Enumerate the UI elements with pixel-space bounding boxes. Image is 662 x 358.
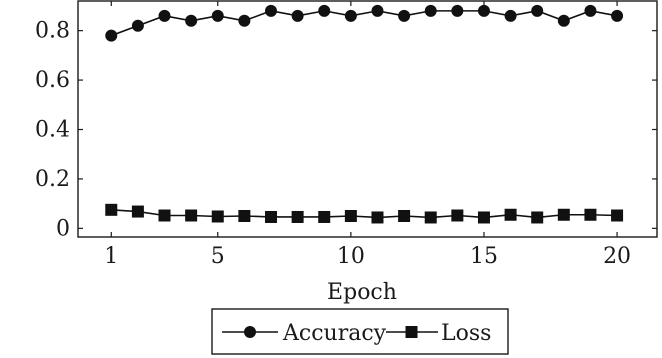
accuracy-point-13 (424, 4, 437, 17)
legend-accuracy-label: Accuracy (282, 321, 387, 346)
accuracy-point-3 (158, 9, 171, 22)
accuracy-point-19 (584, 4, 597, 17)
y-tick-label-3: 0.6 (35, 68, 70, 93)
accuracy-point-1 (105, 29, 118, 42)
loss-point-2 (131, 205, 144, 218)
accuracy-point-7 (265, 4, 277, 17)
loss-point-16 (504, 208, 517, 221)
loss-point-12 (398, 209, 411, 222)
y-tick-label-1: 0.2 (35, 167, 70, 192)
loss-point-6 (238, 209, 251, 222)
loss-point-18 (557, 208, 570, 221)
x-tick-label-1: 1 (104, 244, 118, 269)
accuracy-point-10 (344, 9, 357, 22)
accuracy-point-5 (211, 9, 224, 22)
loss-point-3 (158, 209, 171, 222)
loss-point-13 (424, 211, 437, 224)
data-series (105, 4, 624, 224)
loss-point-8 (291, 210, 304, 223)
x-axis-label: Epoch (327, 280, 397, 305)
accuracy-point-8 (291, 9, 304, 22)
legend-loss-marker (405, 326, 418, 338)
loss-point-14 (451, 209, 464, 222)
accuracy-point-18 (557, 14, 570, 27)
accuracy-point-9 (318, 4, 331, 17)
loss-point-19 (584, 208, 597, 221)
accuracy-point-4 (185, 14, 198, 27)
legend-loss-label: Loss (441, 321, 491, 346)
accuracy-point-6 (238, 14, 251, 27)
plot-frame (77, 0, 658, 238)
accuracy-point-12 (398, 9, 411, 22)
loss-point-17 (531, 211, 544, 224)
loss-point-20 (611, 209, 624, 222)
loss-point-9 (318, 210, 331, 223)
loss-point-1 (105, 203, 118, 216)
x-tick-label-10: 10 (337, 244, 365, 269)
accuracy-point-2 (131, 19, 144, 32)
accuracy-point-14 (451, 4, 464, 17)
y-tick-label-4: 0.8 (35, 19, 70, 44)
y-tick-label-2: 0.4 (35, 118, 70, 143)
loss-point-11 (371, 211, 384, 224)
accuracy-point-11 (371, 4, 384, 17)
loss-point-10 (344, 209, 357, 222)
accuracy-point-17 (531, 4, 544, 17)
loss-point-5 (211, 210, 224, 223)
legend: Accuracy Loss (211, 308, 509, 355)
x-tick-label-5: 5 (211, 244, 225, 269)
legend-accuracy-marker (244, 326, 256, 338)
accuracy-point-15 (477, 4, 490, 17)
accuracy-point-20 (611, 9, 624, 22)
accuracy-point-16 (504, 9, 517, 22)
x-tick-label-15: 15 (470, 244, 498, 269)
loss-point-4 (185, 209, 198, 222)
y-tick-label-0: 0 (56, 216, 70, 241)
loss-point-7 (265, 210, 277, 223)
x-tick-label-20: 20 (603, 244, 631, 269)
loss-point-15 (477, 211, 490, 224)
